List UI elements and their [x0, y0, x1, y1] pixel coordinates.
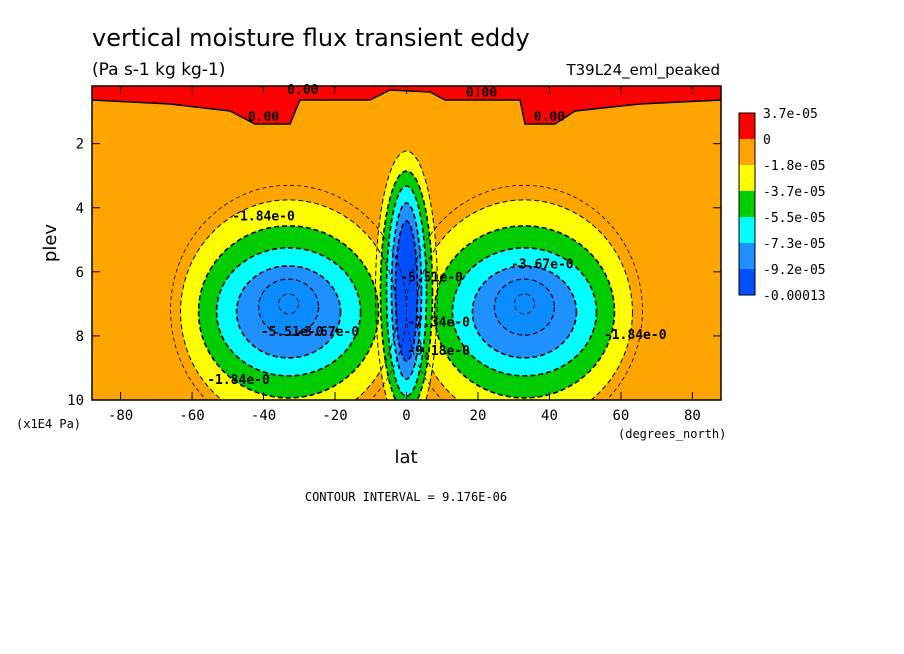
colorbar-label: -1.8e-05: [763, 159, 826, 174]
colorbar-label: -5.5e-05: [763, 211, 826, 226]
y-units-label: (x1E4 Pa): [16, 417, 81, 431]
south-lobe-core: [258, 279, 319, 336]
chart-title: vertical moisture flux transient eddy: [92, 24, 530, 52]
y-axis-label: plev: [40, 224, 61, 263]
colorbar-swatch: [739, 165, 755, 191]
x-units-label: (degrees_north): [618, 427, 726, 441]
y-tick-label: 10: [67, 393, 84, 409]
north-lobe-band-3-contour: [433, 225, 616, 399]
colorbar-label: -3.7e-05: [763, 185, 826, 200]
zero-contour-top: [92, 89, 721, 125]
contour-label: -1.84e-0: [207, 373, 270, 388]
x-tick-label: -20: [322, 408, 347, 424]
center-column-band-4-contour: [385, 185, 428, 397]
contour-label: -1.84e-0: [604, 328, 667, 343]
x-tick-label: 60: [613, 408, 630, 424]
contour-label: 0.00: [466, 86, 497, 101]
south-lobe-core-contour: [257, 278, 320, 336]
y-tick-label: 2: [76, 137, 84, 153]
x-tick-label: 0: [402, 408, 410, 424]
center-column-band-6: [395, 221, 418, 362]
center-column-band-5-contour: [390, 202, 423, 380]
colorbar-swatch: [739, 113, 755, 139]
contour-label: 0.00: [287, 83, 318, 98]
north-lobe-band-4-contour: [451, 247, 598, 377]
colorbar-swatch: [739, 217, 755, 243]
x-tick-label: 80: [684, 408, 701, 424]
south-lobe-core-contour-contour: [278, 293, 299, 315]
contour-label: -3.67e-0: [297, 325, 360, 340]
contour-label: -3.67e-0: [511, 258, 574, 273]
contour-interval: CONTOUR INTERVAL = 9.176E-06: [305, 490, 507, 504]
contour-label: -1.84e-0: [232, 210, 295, 225]
colorbar-swatch: [739, 191, 755, 217]
x-tick-label: -60: [179, 408, 204, 424]
positive-band-top: [92, 86, 721, 124]
x-tick-label: 40: [541, 408, 558, 424]
x-axis-label: lat: [394, 447, 417, 468]
colorbar-swatch: [739, 243, 755, 269]
x-tick-label: -40: [251, 408, 276, 424]
contour-label: -5.51e-0: [400, 270, 463, 285]
south-lobe-band-3-contour: [197, 225, 380, 399]
colorbar-label: -9.2e-05: [763, 263, 826, 278]
north-lobe-band-5-contour: [471, 265, 578, 359]
colorbar-label: 3.7e-05: [763, 107, 818, 122]
north-lobe-core: [494, 279, 555, 336]
center-column-band-3-contour: [379, 170, 434, 400]
contour-label: 0.00: [248, 110, 279, 125]
colorbar-swatch: [739, 139, 755, 165]
contour-label: -5.51e-0: [261, 325, 324, 340]
center-column-band-6-contour: [394, 220, 419, 362]
north-lobe-core-contour: [493, 278, 556, 336]
contour-label: -9.18e-0: [407, 344, 470, 359]
south-lobe-band-4-contour: [215, 247, 362, 377]
south-lobe-band-5-contour: [235, 265, 342, 359]
x-tick-label: -80: [108, 408, 133, 424]
run-label: T39L24_eml_peaked: [565, 61, 720, 80]
colorbar-label: -7.3e-05: [763, 237, 826, 252]
colorbar-frame: [738, 112, 756, 296]
y-tick-label: 8: [76, 329, 84, 345]
colorbar-label: 0: [763, 133, 771, 148]
colorbar-label: -0.00013: [763, 289, 826, 304]
contour-label: 0.00: [534, 110, 565, 125]
colorbar: 3.7e-05 0 -1.8e-05 -3.7e-05 -5.5e-05 -7.3e-05…: [738, 107, 826, 304]
units-label: (Pa s-1 kg kg-1): [92, 60, 225, 80]
north-lobe-outer-contour: [406, 184, 643, 400]
colorbar-swatch: [739, 269, 755, 295]
north-lobe-core-contour-contour: [514, 293, 535, 315]
y-tick-label: 6: [76, 265, 84, 281]
plot-area: [92, 86, 721, 400]
x-tick-label: 20: [470, 408, 487, 424]
contour-label: -7.34e-0: [407, 315, 470, 330]
y-tick-label: 4: [76, 201, 84, 217]
